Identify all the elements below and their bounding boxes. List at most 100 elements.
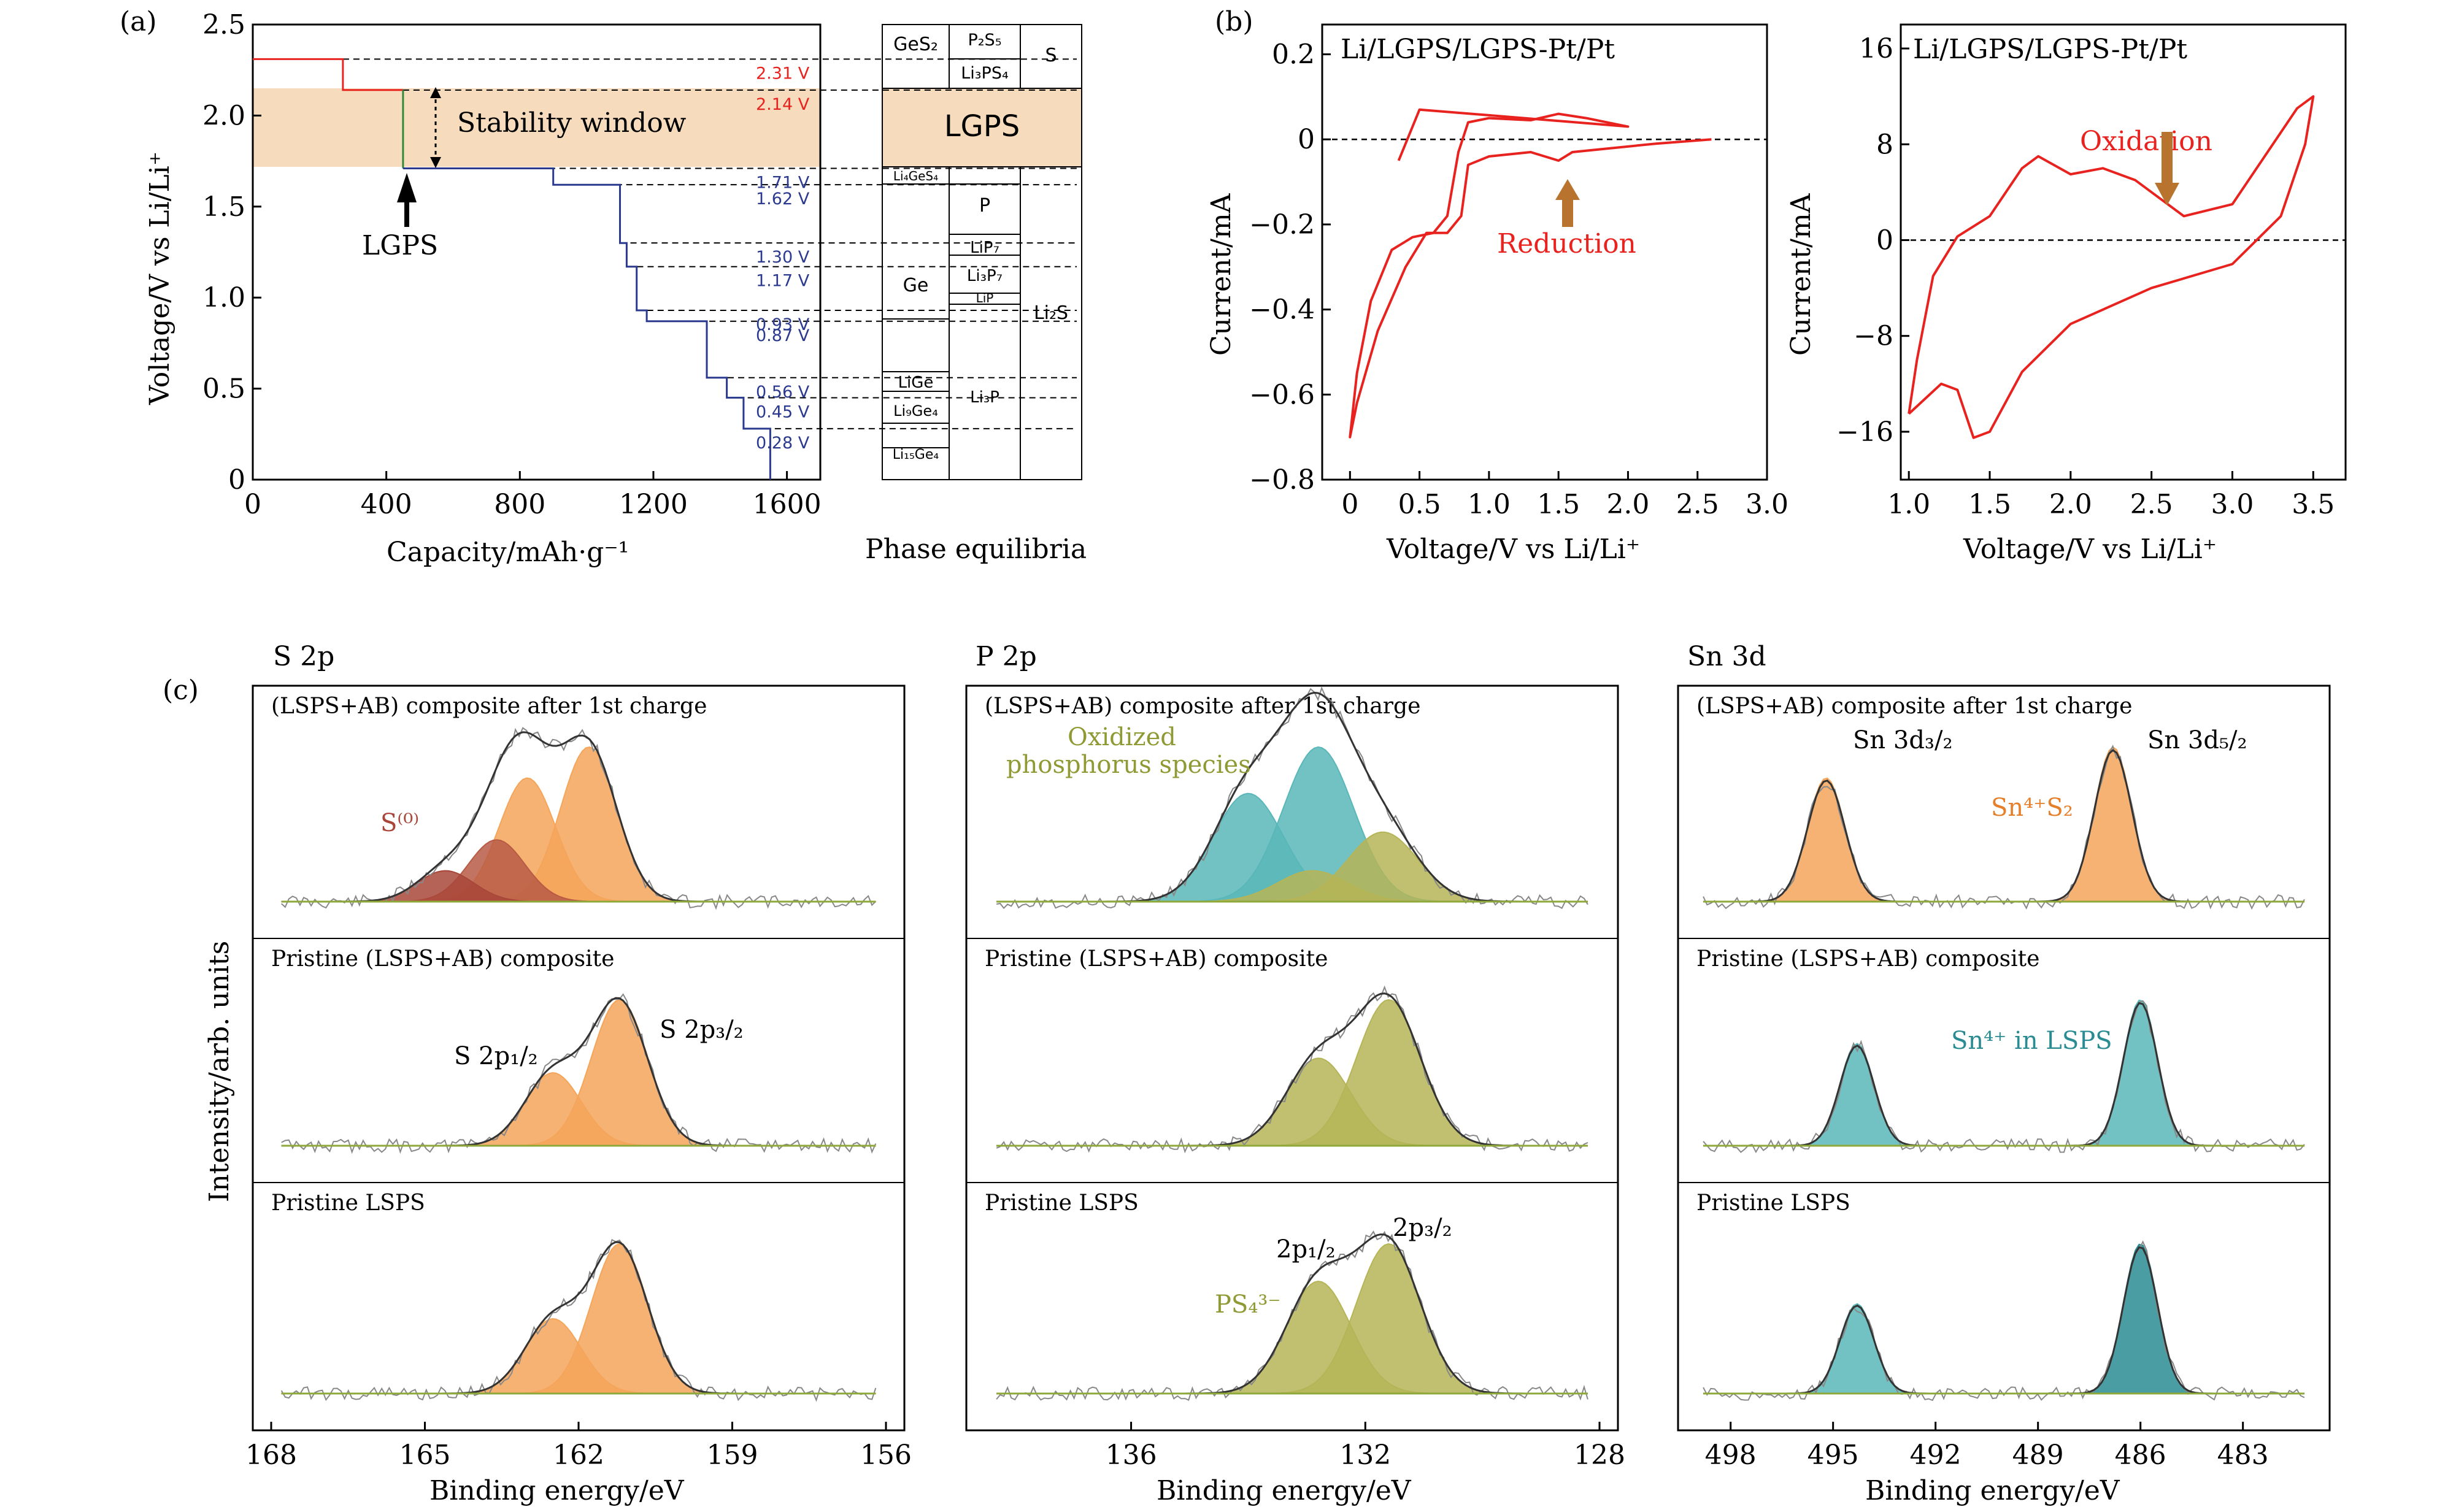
s2p-x-tick-label: 168 [245,1440,297,1471]
b-left-y-tick-label: −0.8 [1249,464,1315,496]
panel-b-left-xlabel: Voltage/V vs Li/Li⁺ [1386,534,1640,565]
voltage-label: 2.14 V [756,95,810,114]
sn4s2-label: Sn⁴⁺S₂ [1991,794,2073,822]
stability-band [253,88,820,167]
p2p-xlabel: Binding energy/eV [1157,1475,1412,1506]
s2p-raw-spectrum [281,993,877,1154]
b-right-y-tick-label: −16 [1836,416,1893,448]
p2p-peak-fill [996,1057,1588,1146]
stability-window-label: Stability window [457,107,687,139]
p2p-x-tick-label: 128 [1574,1440,1625,1471]
panel-b-right-frame [1900,23,2347,481]
b-left-cv-curve [1349,108,1712,439]
panel-a-voltage-labels: 2.31 V 2.14 V 1.71 V1.62 V 1.30 V 1.17 V 0.93… [756,64,810,453]
s2p-title: S 2p [273,641,334,672]
x-tick-label: 0 [244,489,261,520]
panel-b: (b) Li/LGPS/LGPS-Pt/Pt Li/LGPS/LGPS-Pt/P… [1206,6,2347,565]
oxidation-arrow-head [2155,183,2179,205]
phase-lip7: LiP₇ [970,239,999,257]
phase-s: S [1045,45,1057,66]
voltage-profile-blue [402,167,771,480]
voltage-profile-red [253,58,403,91]
phase-li2s: Li₂S [1034,302,1068,324]
panel-a-dashed-lines [342,58,1077,429]
s2p-row-title: Pristine (LSPS+AB) composite [271,946,614,972]
y-tick-label: 0 [228,464,245,496]
b-right-cv-curve [1908,95,2315,439]
b-right-y-tick-label: 0 [1876,224,1893,256]
sn3d-row-title: Pristine (LSPS+AB) composite [1696,946,2039,972]
p2p32-label: 2p₃/₂ [1393,1214,1452,1242]
sn3d-x-tick-label: 486 [2115,1440,2166,1471]
sn3d-fit-envelope [1703,1002,2304,1147]
voltage-label: 0.87 V [756,326,810,345]
voltage-label: 0.56 V [756,383,810,402]
panel-a-xlabel: Capacity/mAh·g⁻¹ [387,537,629,568]
sn3d-row-title: (LSPS+AB) composite after 1st charge [1696,694,2132,719]
stability-arrow-head-up [430,87,441,98]
b-right-x-tick-label: 1.0 [1887,489,1930,520]
oxidized-label-1: Oxidized [1068,723,1176,751]
sn4-lsps-label: Sn⁴⁺ in LSPS [1951,1027,2112,1055]
x-tick-label: 1600 [753,489,822,520]
phase-lgps-band [882,88,1082,167]
b-left-x-tick-label: 2.5 [1676,489,1719,520]
panel-b-right-title: Li/LGPS/LGPS-Pt/Pt [1913,34,2187,65]
b-left-y-tick-label: 0.2 [1272,39,1315,71]
panel-a-voltage-profile [253,58,771,480]
stability-arrow-head-down [430,157,441,168]
panel-b-label: (b) [1215,6,1253,37]
s0-label: S⁽⁰⁾ [380,809,419,837]
b-left-y-tick-label: −0.6 [1249,379,1315,410]
phase-equilibria-table: GeS₂ P₂S₅ Li₃PS₄ S LGPS Li₄GeS₄ P LiP₇ Ge Li₃P₇ Li… [882,24,1082,480]
voltage-label: 1.30 V [756,248,810,267]
s2p-peak-fill [281,1317,876,1394]
p2p-row-title: Pristine (LSPS+AB) composite [985,946,1328,972]
voltage-label: 0.28 V [756,434,810,453]
b-right-x-tick-label: 2.5 [2130,489,2173,520]
panel-b-left-frame [1321,23,1768,481]
b-left-y-tick-label: −0.4 [1249,294,1315,326]
voltage-label: 0.45 V [756,402,810,421]
b-right-y-tick-label: 8 [1876,129,1893,160]
oxidized-label-2: phosphorus species [1006,751,1251,779]
y-tick-label: 1.0 [202,282,245,313]
p2p-peak-fill [996,1280,1588,1394]
y-tick-label: 2.0 [202,100,245,131]
panel-b-left-plot: 0 0.5 1.0 1.5 2.0 2.5 3.0 0.2 0 −0.2 −0.4 −0.6 −0.8 [1249,39,1788,520]
panel-a-label: (a) [120,6,157,37]
b-left-x-tick-label: 1.5 [1537,489,1580,520]
b-left-x-tick-label: 1.0 [1468,489,1511,520]
b-right-y-tick-label: −8 [1854,321,1893,352]
sn3d-peak-fill [1703,1243,2304,1394]
s2p-row-title: Pristine LSPS [271,1191,425,1216]
b-left-y-tick-label: −0.2 [1249,209,1315,240]
sn3d-title: Sn 3d [1687,641,1766,672]
x-tick-label: 800 [494,489,545,520]
s2p-x-tick-label: 162 [553,1440,604,1471]
b-left-x-tick-label: 3.0 [1746,489,1788,520]
x-tick-label: 1200 [619,489,688,520]
p2p-frame [965,684,1619,1432]
voltage-label: 1.71 V [756,173,810,192]
p2p-row-title: Pristine LSPS [985,1191,1139,1216]
p2p-title: P 2p [976,641,1037,672]
b-right-x-tick-label: 3.0 [2211,489,2254,520]
s2p-x-tick-label: 156 [860,1440,912,1471]
b-right-y-tick-label: 16 [1859,33,1893,64]
p2p-peak-fill [996,870,1588,902]
oxidation-label: Oxidation [2080,126,2212,157]
s2p12-label: S 2p₁/₂ [454,1042,538,1070]
sn3d-row-title: Pristine LSPS [1696,1191,1850,1216]
panel-b-right-xlabel: Voltage/V vs Li/Li⁺ [1963,534,2217,565]
panel-c-label: (c) [163,675,199,706]
phase-p: P [979,195,990,217]
reduction-arrow-head [1555,179,1580,200]
b-right-x-tick-label: 3.5 [2292,489,2335,520]
voltage-label: 2.31 V [756,64,810,83]
sn3d-xlabel: Binding energy/eV [1865,1475,2120,1506]
panel-a-ylabel: Voltage/V vs Li/Li⁺ [144,151,175,405]
b-left-x-tick-label: 0 [1341,489,1358,520]
phase-ge: Ge [903,275,929,296]
